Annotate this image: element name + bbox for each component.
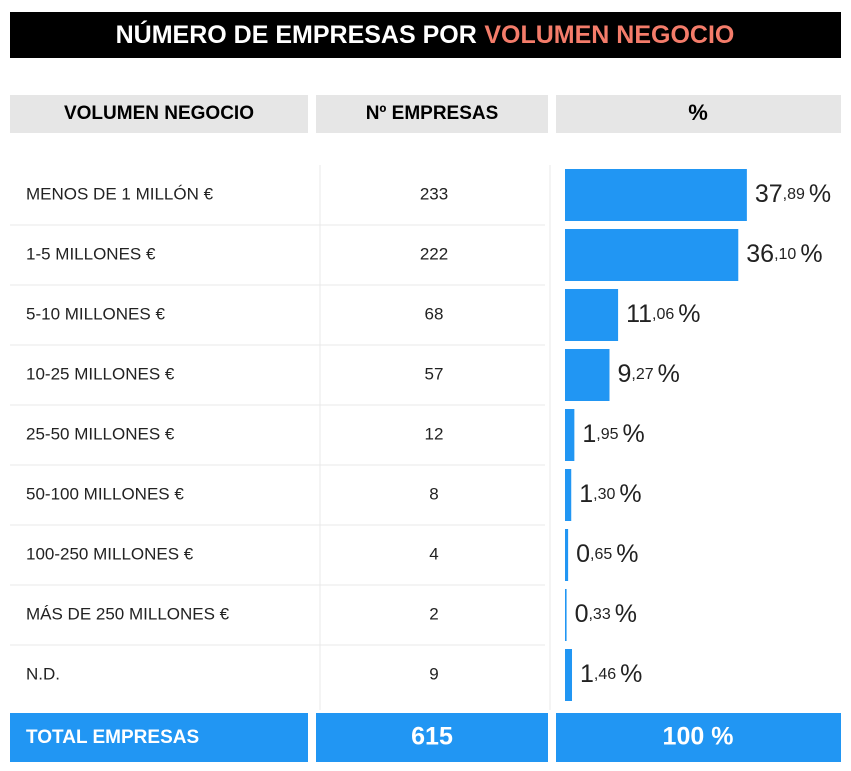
header: % (688, 100, 708, 125)
percent-unit: % (619, 480, 641, 508)
percent-dec: ,46 (594, 666, 616, 683)
row-count: 222 (420, 244, 448, 263)
row-count: 12 (425, 424, 444, 443)
percent-label: 9,27% (617, 360, 679, 388)
header-cell (10, 95, 308, 133)
total-cell (316, 713, 548, 762)
row-label: N.D. (26, 664, 60, 683)
percent-dec: ,95 (596, 426, 618, 443)
row-label: 5-10 MILLONES € (26, 304, 165, 323)
percent-dec: ,10 (774, 246, 796, 263)
header: Nº EMPRESAS (366, 103, 499, 124)
row-label: 25-50 MILLONES € (26, 424, 175, 443)
percent-dec: ,27 (631, 366, 653, 383)
bar (565, 289, 619, 341)
percent-int: 0 (575, 600, 589, 628)
total-count: 615 (411, 723, 453, 751)
percent-dec: ,30 (593, 486, 615, 503)
bar (565, 229, 739, 281)
header: VOLUMEN NEGOCIO (64, 103, 254, 124)
percent-unit: % (678, 300, 700, 328)
percent-int: 1 (580, 660, 594, 688)
row-count: 9 (429, 664, 438, 683)
bar (565, 409, 575, 461)
percent-unit: % (623, 420, 645, 448)
total-percent: 100 % (663, 723, 734, 751)
row-count: 57 (425, 364, 444, 383)
row-label: 50-100 MILLONES € (26, 484, 184, 503)
percent-int: 37 (755, 180, 783, 208)
title: NÚMERO DE EMPRESAS POR VOLUMEN NEGOCIO (116, 19, 735, 49)
bar (565, 169, 747, 221)
percent-unit: % (620, 660, 642, 688)
total-cell (556, 713, 841, 762)
row-count: 8 (429, 484, 438, 503)
row-label: 10-25 MILLONES € (26, 364, 175, 383)
percent-unit: % (658, 360, 680, 388)
percent-label: 36,10% (746, 240, 822, 268)
total-label: TOTAL EMPRESAS (26, 727, 199, 748)
row-count: 233 (420, 184, 448, 203)
percent-int: 36 (746, 240, 774, 268)
title-band (10, 12, 841, 58)
header-cell (556, 95, 841, 133)
row-count: 2 (429, 604, 438, 623)
title-prefix: NÚMERO DE EMPRESAS POR (116, 19, 477, 49)
percent-label: 1,46% (580, 660, 642, 688)
percent-label: 1,95% (582, 420, 644, 448)
percent-dec: ,06 (652, 306, 674, 323)
title-highlight: VOLUMEN NEGOCIO (484, 21, 734, 49)
percent-int: 9 (617, 360, 631, 388)
percent-unit: % (809, 180, 831, 208)
percent-dec: ,33 (588, 606, 610, 623)
percent-int: 1 (579, 480, 593, 508)
percent-label: 37,89% (755, 180, 831, 208)
row-label: 1-5 MILLONES € (26, 244, 156, 263)
row-label: MÁS DE 250 MILLONES € (26, 604, 230, 623)
percent-label: 0,65% (576, 540, 638, 568)
percent-unit: % (800, 240, 822, 268)
row-count: 4 (429, 544, 438, 563)
bar (565, 529, 569, 581)
percent-label: 1,30% (579, 480, 641, 508)
row-count: 68 (425, 304, 444, 323)
percent-unit: % (616, 540, 638, 568)
total-cell (10, 713, 308, 762)
row-label: MENOS DE 1 MILLÓN € (26, 184, 214, 203)
bar (565, 649, 573, 701)
bar (565, 349, 610, 401)
percent-dec: ,65 (590, 546, 612, 563)
bar (565, 589, 567, 641)
bar (565, 469, 572, 521)
percent-label: 0,33% (575, 600, 637, 628)
row-label: 100-250 MILLONES € (26, 544, 194, 563)
percent-int: 0 (576, 540, 590, 568)
header-cell (316, 95, 548, 133)
percent-label: 11,06% (626, 300, 700, 328)
percent-dec: ,89 (783, 186, 805, 203)
percent-int: 11 (626, 300, 652, 328)
percent-int: 1 (582, 420, 596, 448)
percent-unit: % (615, 600, 637, 628)
